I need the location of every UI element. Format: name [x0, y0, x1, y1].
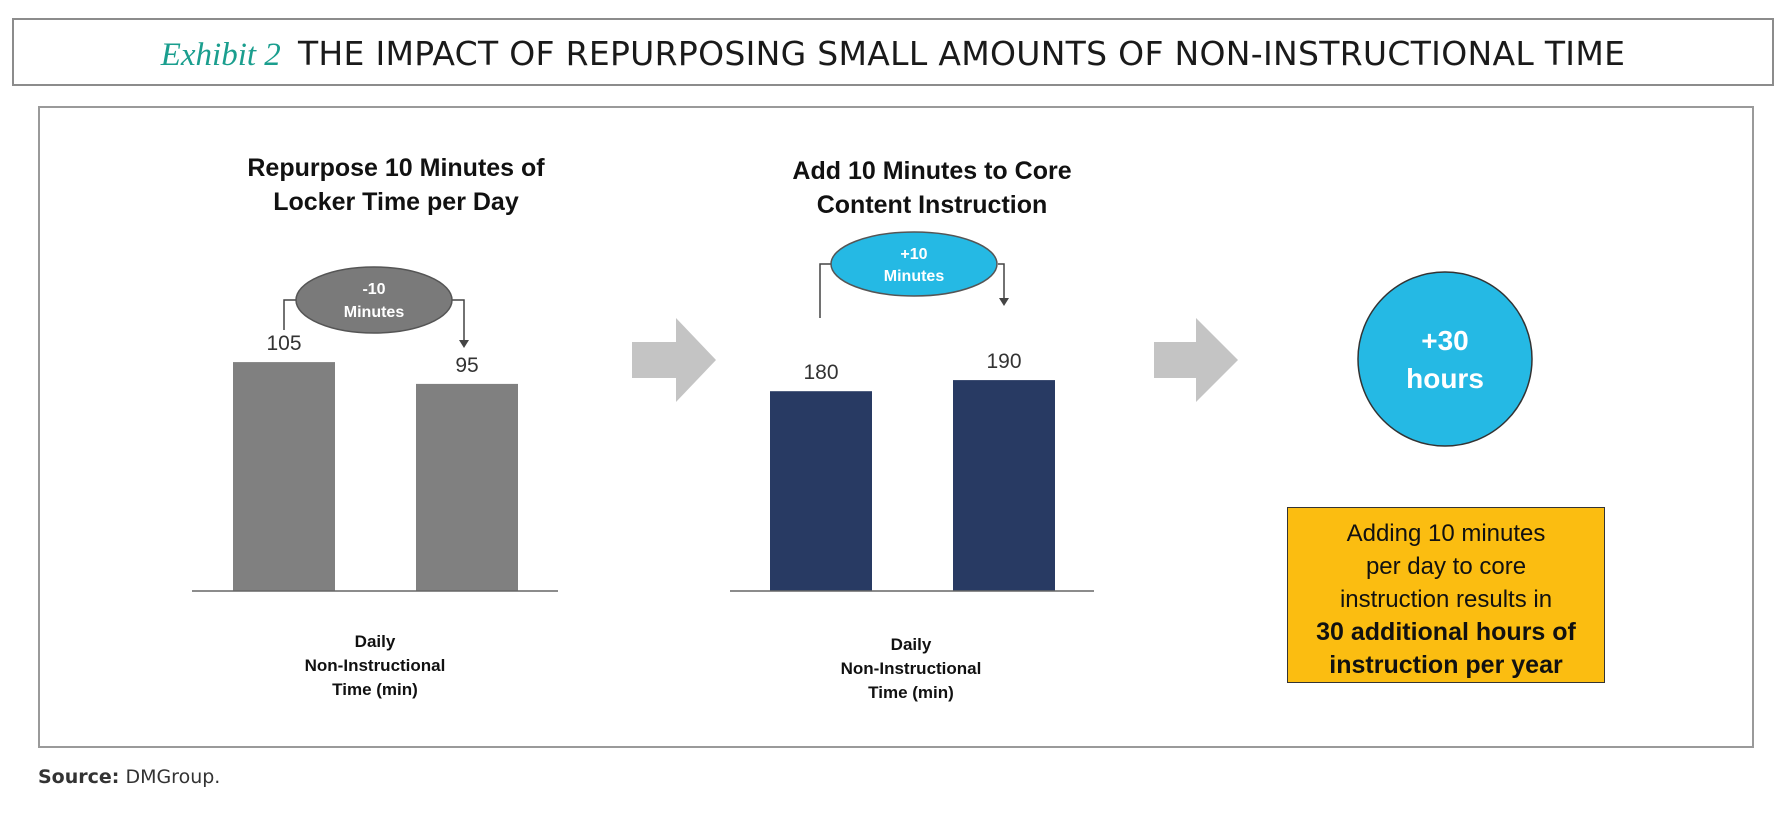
chart2-title-line2: Content Instruction	[817, 191, 1048, 219]
callout-line: Adding 10 minutes	[1346, 520, 1546, 547]
chart1-axis-label-line1: Daily	[355, 632, 396, 651]
figure-frame	[38, 106, 1754, 748]
chart2-change-line2: Minutes	[884, 268, 945, 285]
bars-layer: 105 95 180 190	[233, 332, 1055, 591]
chart1-change-bracket	[283, 299, 465, 342]
chart2-change-bracket	[819, 263, 1005, 318]
chart1-value-label-1: 105	[266, 332, 301, 355]
chart2-value-label-1: 180	[803, 361, 838, 384]
result-circle-line1: +30	[1421, 325, 1469, 356]
source-text: DMGroup.	[125, 766, 221, 788]
callout-bold-line: 30 additional hours of	[1316, 618, 1576, 646]
chart1-value-label-2: 95	[455, 354, 478, 377]
chart1-change-line1: -10	[362, 281, 385, 298]
chart2-axis-label-line3: Time (min)	[868, 683, 954, 702]
chart1-title-line1: Repurpose 10 Minutes of	[247, 154, 545, 182]
callout-line: instruction results in	[1339, 586, 1553, 613]
chart2-change-line1: +10	[900, 246, 927, 263]
chart1-title-line2: Locker Time per Day	[273, 188, 519, 216]
chart1-bar-2	[416, 383, 518, 591]
chart2-axis-label-line1: Daily	[891, 635, 932, 654]
chart2-change-arrowhead	[999, 298, 1009, 306]
chart1-change-line2: Minutes	[344, 304, 405, 321]
flow-arrow-1	[632, 318, 716, 402]
chart2-bar-2	[953, 380, 1055, 591]
chart1-axis-label-line3: Time (min)	[332, 680, 418, 699]
chart1-bar-1	[233, 362, 335, 591]
header-title-row: Exhibit 2 THE IMPACT OF REPURPOSING SMAL…	[14, 34, 1772, 74]
result-circle	[1357, 271, 1533, 447]
callout-bold-line: instruction per year	[1329, 651, 1563, 679]
chart2-value-label-2: 190	[986, 350, 1021, 373]
chart1-axis-label-line2: Non-Instructional	[305, 656, 446, 675]
chart2-title-line1: Add 10 Minutes to Core	[792, 157, 1071, 185]
flow-arrow-2	[1154, 318, 1238, 402]
source-label: Source:	[38, 766, 120, 788]
chart1-change-arrowhead	[459, 340, 469, 348]
source-note: Source: DMGroup.	[38, 766, 220, 788]
result-circle-line2: hours	[1406, 363, 1484, 394]
header-banner: Exhibit 2 THE IMPACT OF REPURPOSING SMAL…	[12, 18, 1774, 86]
result-callout-box: Adding 10 minutes per day to core instru…	[1287, 507, 1605, 683]
chart2-axis-label-line2: Non-Instructional	[841, 659, 982, 678]
callout-line: per day to core	[1365, 553, 1527, 580]
chart2-bar-1	[770, 391, 872, 591]
exhibit-label: Exhibit 2	[160, 37, 281, 73]
chart1-change-bubble	[295, 266, 453, 334]
chart2-change-bubble	[830, 231, 998, 297]
page-title: THE IMPACT OF REPURPOSING SMALL AMOUNTS …	[297, 34, 1626, 73]
